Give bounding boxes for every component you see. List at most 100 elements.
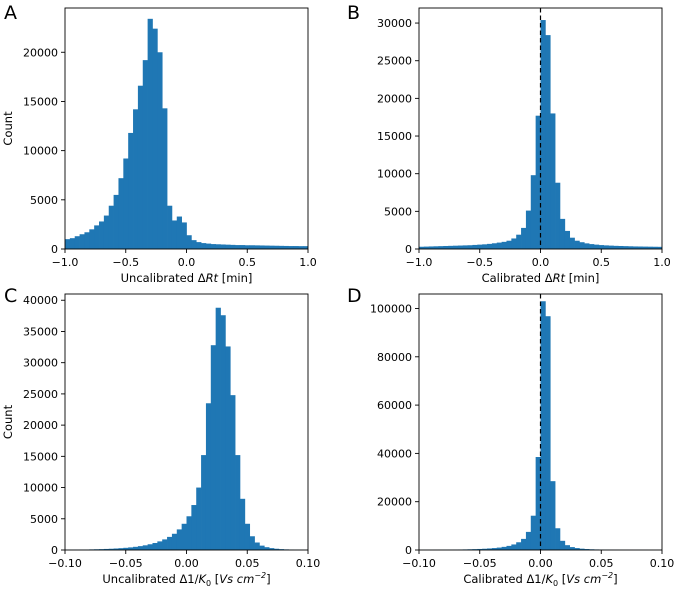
histogram-bar (191, 505, 197, 550)
y-axis-label: Count (1, 404, 15, 439)
x-axis-label: Uncalibrated ΔRt [min] (121, 271, 253, 285)
y-tick-label: 60000 (377, 399, 412, 412)
histogram-bar (152, 28, 158, 249)
bars-a (65, 18, 308, 249)
histogram-bar (181, 222, 187, 249)
histogram-bar (269, 548, 275, 550)
axes-frame (64, 7, 309, 250)
histogram-bar (264, 547, 270, 550)
x-tick-label: −0.5 (112, 256, 139, 269)
histogram-bar (201, 455, 207, 550)
histogram-bar (598, 245, 605, 249)
histogram-bar (254, 245, 260, 249)
histogram-bar (574, 548, 580, 550)
histogram-bar (196, 242, 202, 249)
y-tick-label: 20000 (23, 46, 58, 59)
x-tick-label: −0.05 (463, 557, 497, 570)
histogram-bar (491, 548, 498, 550)
histogram-bar (516, 542, 522, 550)
histogram-bar (487, 548, 493, 550)
y-tick-label: 0 (405, 544, 412, 557)
histogram-bar (652, 246, 658, 249)
x-tick-label: −0.10 (48, 557, 82, 570)
histogram-bar (171, 533, 178, 550)
histogram-bar (559, 218, 566, 249)
histogram-bar (118, 548, 124, 550)
y-tick-label: 20000 (377, 496, 412, 509)
histogram-bar (186, 516, 192, 550)
histogram-bar (530, 175, 536, 249)
histogram-bar (235, 455, 241, 550)
histogram-bar (511, 238, 517, 249)
histogram-bar (69, 238, 76, 249)
histogram-bar (196, 487, 202, 550)
histogram-bar (79, 234, 85, 249)
histogram-bar (133, 546, 139, 550)
histogram-bar (589, 244, 595, 249)
y-tick-label: 20000 (23, 419, 58, 432)
histogram-bar (108, 205, 114, 249)
histogram-bar (162, 539, 168, 550)
histogram-bar (225, 244, 231, 249)
histogram-bar (521, 227, 527, 249)
x-tick-label: 1.0 (653, 256, 671, 269)
panel-letter-c: C (4, 285, 17, 307)
histogram-bar (501, 546, 507, 550)
histogram-bar (453, 245, 459, 249)
histogram-bar (298, 246, 304, 249)
histogram-bar (540, 20, 546, 249)
histogram-bar (201, 243, 207, 249)
histogram-bar (157, 541, 163, 550)
y-tick-label: 15000 (23, 450, 58, 463)
histogram-bar (550, 481, 556, 550)
histogram-bar (555, 182, 561, 249)
histogram-bar (269, 245, 275, 249)
histogram-bar (593, 244, 600, 249)
panel-d: −0.10 −0.05 0.00 0.05 0.10 0 20000 40000 60000 80… (370, 293, 674, 588)
y-tick-label: 0 (405, 243, 412, 256)
x-axis-label: Calibrated ΔRt [min] (482, 271, 600, 285)
histogram-bar (613, 245, 619, 249)
histogram-bar (89, 229, 95, 249)
histogram-bar (210, 345, 217, 550)
histogram-bar (647, 246, 653, 249)
histogram-bar (530, 515, 536, 550)
histogram-bar (288, 246, 294, 249)
y-tick-label: 20000 (377, 92, 412, 105)
histogram-bar (176, 529, 182, 550)
histogram-bar (584, 549, 590, 550)
histogram-bar (506, 545, 512, 550)
x-tick-label: 0.05 (589, 557, 614, 570)
x-tick-label: 0.5 (239, 256, 257, 269)
histogram-bar (535, 457, 541, 550)
histogram-bar (623, 246, 629, 249)
x-tick-label: 1.0 (299, 256, 317, 269)
histogram-bar (273, 548, 280, 550)
histogram-bar (167, 205, 173, 249)
y-tick-label: 25000 (23, 388, 58, 401)
histogram-bar (569, 237, 575, 249)
y-tick-label: 10000 (23, 482, 58, 495)
histogram-bar (457, 245, 464, 249)
y-tick-label: 25000 (377, 55, 412, 68)
histogram-bar (540, 301, 546, 550)
histogram-bar (657, 246, 662, 249)
histogram-bar (521, 538, 527, 550)
histogram-bar (205, 243, 212, 249)
x-tick-label: 0.05 (235, 557, 260, 570)
histogram-bar (74, 236, 80, 249)
histogram-bar (162, 108, 168, 249)
histogram-bar (249, 536, 255, 550)
histogram-bar (511, 544, 517, 550)
x-tick-label: 0.10 (296, 557, 321, 570)
histogram-bar (545, 316, 551, 550)
panel-letter-d: D (347, 285, 362, 307)
histogram-bar (215, 244, 221, 249)
histogram-bar (128, 547, 134, 550)
histogram-bar (579, 548, 585, 550)
histogram-bar (433, 246, 439, 249)
histogram-bar (303, 246, 308, 249)
histogram-bar (579, 242, 585, 249)
histogram-bar (264, 245, 270, 249)
y-tick-label: 0 (51, 243, 58, 256)
